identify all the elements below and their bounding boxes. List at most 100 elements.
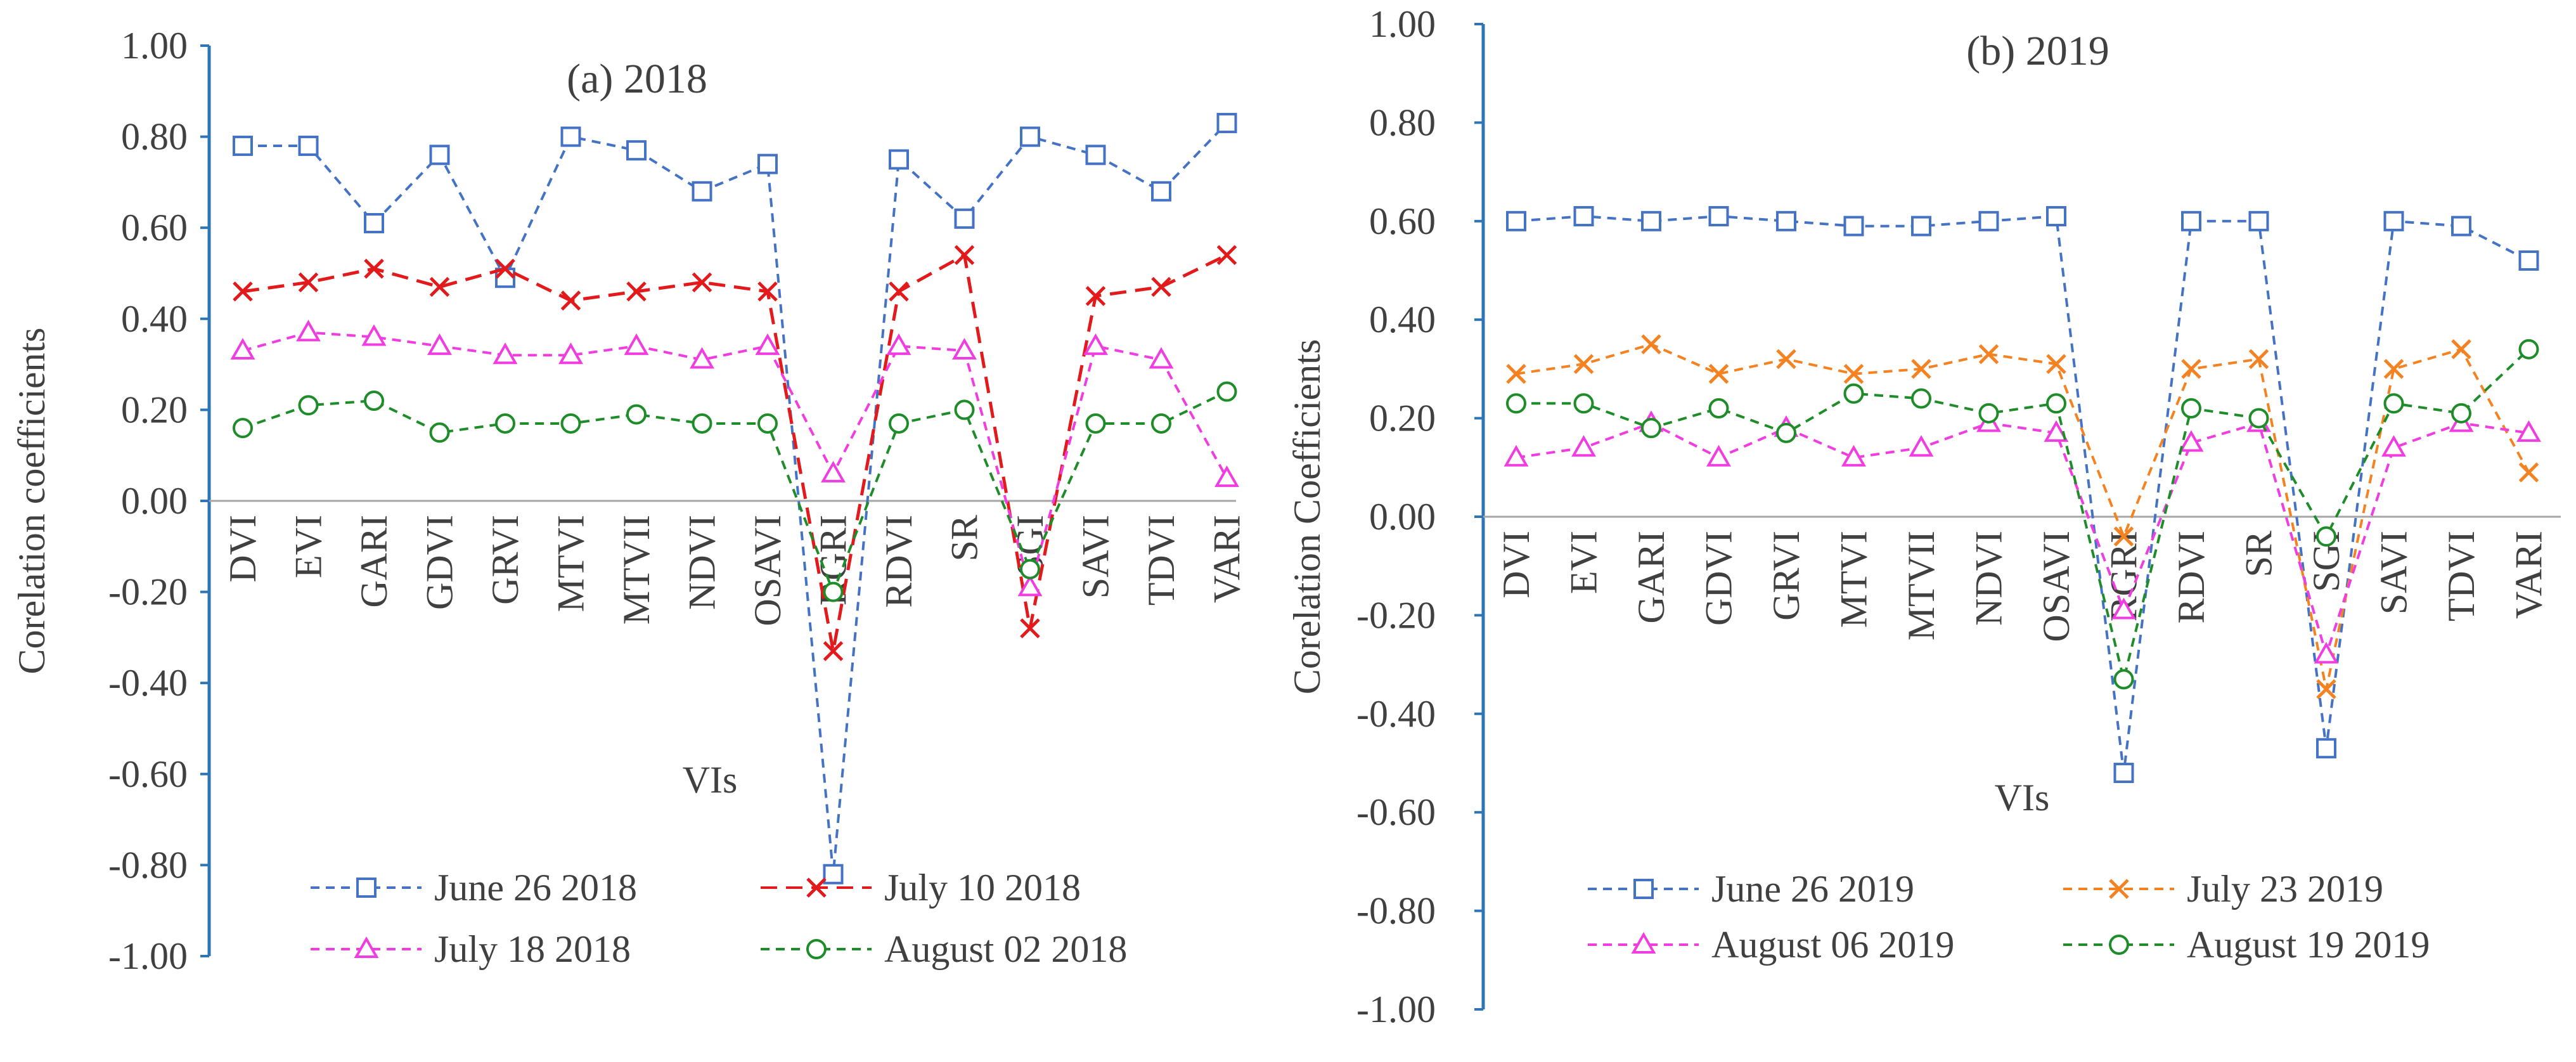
- x-tick-label: DVI: [222, 515, 264, 583]
- data-point: [2181, 359, 2201, 379]
- data-point: [2316, 738, 2336, 759]
- data-point: [2383, 359, 2404, 379]
- data-point: [1911, 388, 1931, 409]
- data-point: [1085, 145, 1106, 165]
- y-tick-label: 0.60: [121, 207, 188, 249]
- data-point: [1573, 206, 1594, 227]
- x-tick-label: EVI: [288, 515, 330, 578]
- legend-marker: [356, 877, 377, 898]
- data-point: [1571, 435, 1596, 457]
- data-point: [2451, 216, 2471, 236]
- series-1: [233, 113, 1237, 884]
- data-point: [429, 422, 450, 443]
- data-point: [1909, 435, 1934, 457]
- x-tick-label: SR: [944, 515, 986, 561]
- legend-label: July 10 2018: [884, 867, 1081, 909]
- y-tick-label: 0.40: [1369, 299, 1436, 340]
- data-point: [2046, 393, 2066, 414]
- data-point: [1641, 418, 1661, 439]
- data-point: [233, 281, 253, 302]
- legend-label: August 06 2019: [1711, 924, 1954, 966]
- data-point: [1506, 393, 1526, 414]
- data-point: [889, 281, 909, 302]
- y-tick-label: 1.00: [121, 25, 188, 67]
- legend-label: August 02 2018: [884, 928, 1127, 970]
- data-point: [954, 245, 975, 266]
- data-point: [954, 399, 975, 420]
- data-point: [954, 208, 975, 229]
- x-tick-label: NDVI: [681, 515, 723, 610]
- data-point: [692, 272, 712, 293]
- x-tick-label: MTVII: [1900, 531, 1942, 640]
- series-1: [1506, 206, 2539, 784]
- series-line: [1516, 348, 2530, 680]
- x-tick-label: NDVI: [1968, 531, 2010, 626]
- data-point: [1214, 465, 1239, 488]
- y-axis-label: Corelation coefficients: [11, 327, 53, 674]
- data-point: [1149, 347, 1174, 369]
- legend-label: July 23 2019: [2187, 868, 2383, 910]
- y-tick-label: -0.80: [1356, 890, 1436, 932]
- legend-entry: August 06 2019: [1588, 924, 1954, 966]
- data-point: [2113, 763, 2134, 784]
- series-line: [242, 331, 1228, 592]
- y-tick-label: 0.00: [1369, 496, 1436, 538]
- x-tick-label: SAVI: [1075, 515, 1117, 599]
- data-point: [2181, 210, 2201, 231]
- data-point: [2181, 398, 2201, 419]
- x-tick-label: GDVI: [419, 515, 461, 610]
- y-tick-label: -0.40: [108, 662, 188, 704]
- data-point: [560, 126, 581, 147]
- data-point: [757, 413, 778, 434]
- data-point: [1708, 363, 1729, 384]
- data-point: [1506, 363, 1526, 384]
- data-point: [429, 145, 450, 165]
- legend-label: July 18 2018: [434, 928, 631, 970]
- data-point: [757, 281, 778, 302]
- y-tick-label: -0.60: [1356, 791, 1436, 833]
- legend-marker: [806, 939, 827, 959]
- data-point: [952, 338, 977, 360]
- x-tick-label: OSAVI: [747, 515, 789, 626]
- data-point: [626, 281, 647, 302]
- data-point: [558, 342, 583, 365]
- legend-entry: August 02 2018: [761, 928, 1127, 970]
- y-tick-label: -1.00: [108, 935, 188, 977]
- data-point: [493, 342, 518, 365]
- legend-label: August 19 2019: [2187, 924, 2430, 966]
- legend-label: June 26 2018: [434, 867, 637, 909]
- data-point: [2314, 642, 2339, 664]
- data-point: [1573, 393, 1594, 414]
- data-point: [886, 333, 911, 355]
- y-tick-label: 1.00: [1369, 3, 1436, 45]
- data-point: [1085, 413, 1106, 434]
- x-tick-label: TDVI: [1140, 515, 1182, 605]
- chart-title: (b) 2019: [1966, 28, 2109, 74]
- x-tick-label: GARI: [353, 515, 395, 608]
- series-3: [230, 320, 1239, 597]
- x-tick-label: MTVI: [1833, 531, 1875, 628]
- data-point: [298, 272, 319, 293]
- x-tick-label: MTVII: [615, 515, 657, 625]
- x-axis-label: VIs: [683, 759, 738, 801]
- data-point: [2516, 420, 2541, 442]
- legend-entry: July 23 2019: [2063, 868, 2383, 910]
- x-tick-label: EVI: [1563, 531, 1605, 594]
- series-4: [233, 381, 1237, 602]
- x-tick-label: SAVI: [2373, 531, 2415, 614]
- legend-marker: [2109, 879, 2129, 899]
- x-tick-label: VARI: [1206, 515, 1248, 603]
- data-point: [1978, 344, 1999, 365]
- data-point: [2113, 669, 2134, 690]
- x-tick-label: GDVI: [1698, 531, 1740, 626]
- data-point: [2046, 354, 2066, 374]
- data-point: [2316, 679, 2336, 699]
- data-point: [1843, 216, 1864, 236]
- data-point: [2113, 526, 2134, 547]
- data-point: [296, 320, 321, 342]
- data-point: [1776, 210, 1796, 231]
- data-point: [2111, 597, 2136, 619]
- x-tick-label: RDVI: [878, 515, 920, 608]
- data-point: [1776, 349, 1796, 370]
